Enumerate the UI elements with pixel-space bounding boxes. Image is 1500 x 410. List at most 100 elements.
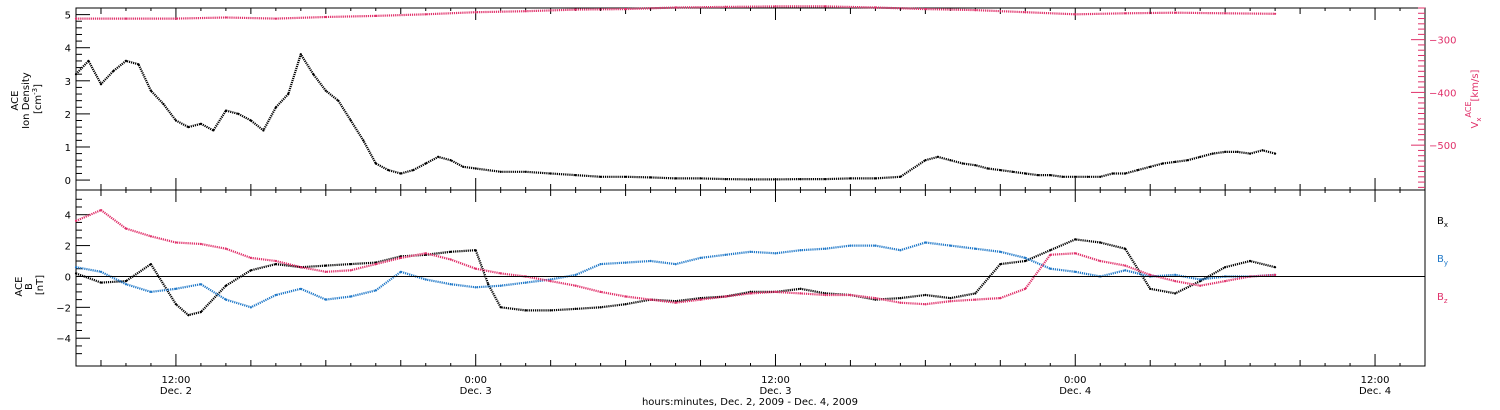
ion-density-point: [1124, 172, 1127, 175]
ion-density-point: [224, 109, 227, 112]
b-field-axis-label: ACE B [nT]: [14, 275, 46, 297]
by-point: [724, 253, 727, 256]
bx-point: [1124, 247, 1127, 250]
x-tick-date: Dec. 3: [460, 386, 492, 397]
ion-density-point: [599, 175, 602, 178]
bz-point: [574, 284, 577, 287]
ion-density-unit: [cm: [33, 95, 44, 114]
by-point: [274, 293, 277, 297]
b-label-line2: B: [24, 283, 35, 290]
x-tick-date: Dec. 4: [1059, 386, 1091, 397]
b-label-line1: ACE: [14, 277, 25, 297]
ion-density-point: [287, 92, 290, 96]
vx-unit: [km/s]: [1470, 69, 1481, 101]
vx-tick-label: −300: [1429, 36, 1456, 47]
by-point: [449, 283, 452, 286]
ion-density-point: [499, 170, 502, 173]
bz-point: [274, 259, 277, 263]
ion-density-point: [1111, 172, 1114, 175]
ion-density-point: [649, 176, 652, 179]
bx-point: [487, 283, 490, 286]
bz-point: [1124, 264, 1127, 267]
bz-point: [774, 290, 777, 293]
vx-speed-point: [674, 6, 677, 9]
ion-density-point: [1024, 172, 1027, 175]
bz-point: [299, 266, 302, 269]
bx-point: [599, 306, 602, 309]
ion-density-axis-label: ACE Ion Density [cm-3]: [10, 72, 44, 129]
by-point: [349, 295, 352, 298]
by-point: [99, 270, 103, 273]
ion-density-point: [936, 155, 940, 158]
b-tick-label: −4: [56, 334, 71, 345]
bz-point: [999, 297, 1002, 300]
ion-density-point: [899, 175, 902, 178]
bz-point: [1274, 273, 1277, 276]
vx-speed-point: [1124, 12, 1127, 15]
ion-density-point: [349, 119, 352, 122]
ion-density-point: [74, 73, 78, 76]
by-point: [1199, 278, 1202, 281]
x-tick-date: Dec. 4: [1359, 386, 1391, 397]
bx-point: [1224, 266, 1227, 269]
ion-density-point: [724, 178, 727, 181]
bz-point: [449, 258, 452, 261]
by-point: [324, 298, 327, 301]
bz-point: [649, 298, 652, 301]
bz-point: [349, 269, 352, 272]
by-point: [949, 244, 952, 247]
ion-density-tick-label: 1: [65, 143, 71, 154]
bx-point: [1174, 292, 1177, 295]
bz-point: [374, 263, 377, 266]
ion-density-point: [574, 174, 577, 177]
ion-density-point: [1211, 152, 1214, 155]
ion-density-point: [1249, 152, 1252, 155]
by-point: [499, 284, 502, 287]
ion-density-point: [1136, 169, 1139, 172]
bx-point: [474, 249, 477, 252]
bz-point: [924, 303, 927, 306]
ion-density-point: [1186, 159, 1189, 162]
by-point: [624, 261, 627, 264]
ion-density-point: [549, 172, 552, 175]
ion-density-point: [1061, 175, 1064, 178]
ion-density-point: [362, 139, 365, 142]
vx-speed-point: [224, 16, 227, 19]
ion-density-point: [199, 122, 202, 125]
bx-point: [274, 263, 277, 266]
ion-density-point: [986, 167, 989, 170]
ion-density-point: [1224, 150, 1227, 153]
bz-point: [1074, 252, 1077, 255]
by-point: [799, 249, 802, 252]
by-point: [224, 298, 227, 301]
ion-density-point: [1036, 174, 1039, 177]
bx-point: [349, 263, 352, 266]
ion-density-point: [312, 73, 315, 76]
bx-point: [499, 306, 502, 309]
legend-by: By: [1437, 254, 1448, 267]
bz-point: [799, 292, 802, 295]
by-point: [574, 273, 577, 276]
bz-point: [849, 293, 852, 297]
bz-point: [224, 247, 227, 250]
ion-density-point: [774, 178, 777, 181]
vx-speed-point: [474, 11, 477, 14]
bz-point: [824, 293, 827, 297]
by-point: [124, 283, 128, 286]
ion-density-point: [337, 99, 340, 102]
bz-point: [899, 301, 902, 304]
ion-density-point: [749, 178, 752, 181]
vx-speed-point: [824, 5, 827, 8]
vx-label-main: V: [1470, 121, 1481, 128]
ion-density-point: [299, 53, 302, 56]
bz-point: [1174, 280, 1177, 283]
b-tick-label: −2: [56, 303, 71, 314]
bx-point: [199, 310, 202, 314]
bx-point: [124, 280, 128, 283]
ion-density-point: [149, 89, 152, 92]
ion-density-point: [437, 155, 440, 158]
bx-point: [224, 284, 227, 287]
by-point: [549, 278, 552, 281]
